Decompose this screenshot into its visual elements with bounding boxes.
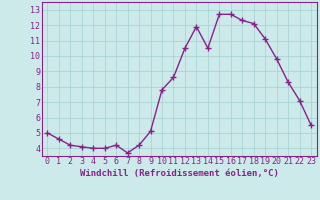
X-axis label: Windchill (Refroidissement éolien,°C): Windchill (Refroidissement éolien,°C)	[80, 169, 279, 178]
